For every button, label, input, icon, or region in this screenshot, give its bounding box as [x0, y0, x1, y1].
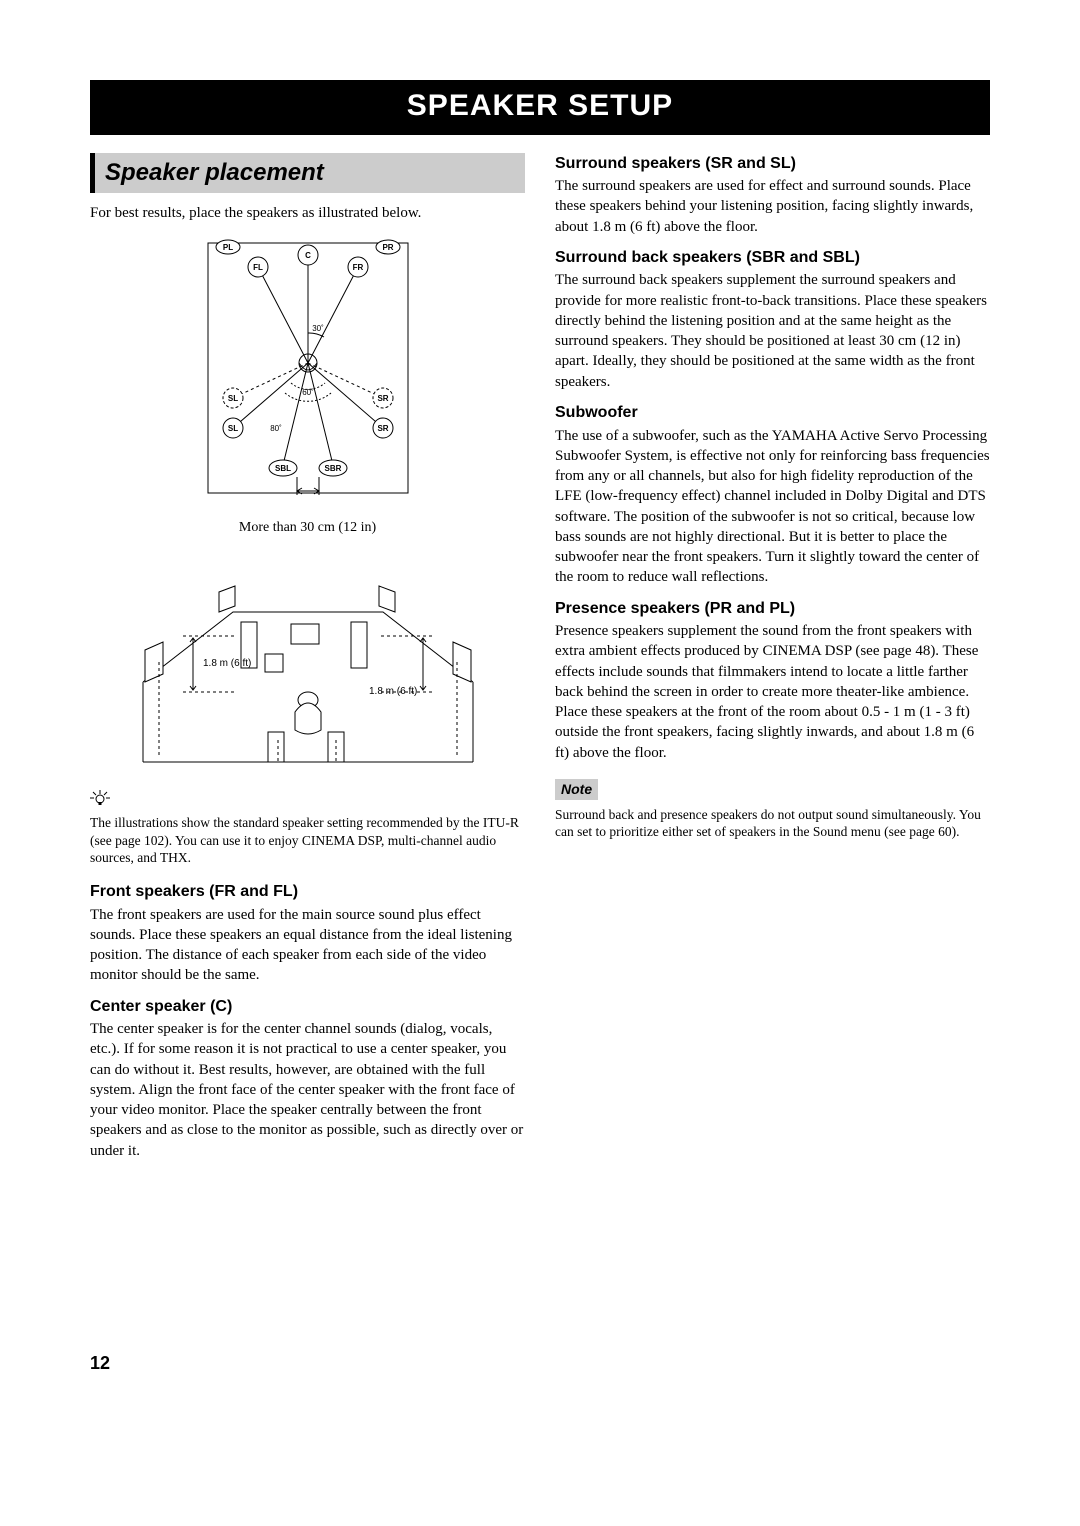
surround-body: The surround speakers are used for effec… [555, 176, 990, 237]
intro-text: For best results, place the speakers as … [90, 203, 525, 223]
label-height-right: 1.8 m (6 ft) [369, 686, 417, 697]
subwoofer-heading: Subwoofer [555, 402, 990, 424]
tip-text: The illustrations show the standard spea… [90, 814, 525, 867]
label-sl1: SL [227, 394, 237, 403]
presence-heading: Presence speakers (PR and PL) [555, 598, 990, 620]
tip-icon [90, 788, 525, 812]
surroundback-heading: Surround back speakers (SBR and SBL) [555, 247, 990, 269]
label-60: 60˚ [302, 388, 314, 397]
label-fl: FL [253, 263, 263, 272]
content-columns: Speaker placement For best results, plac… [90, 153, 990, 1171]
presence-body: Presence speakers supplement the sound f… [555, 621, 990, 763]
speaker-layout-diagram: PL PR C FL FR SL SR SL SR SBL SBR 30˚ 60… [158, 233, 458, 513]
label-sr1: SR [377, 394, 388, 403]
label-sr2: SR [377, 424, 388, 433]
label-30: 30˚ [312, 324, 324, 333]
chapter-title: SPEAKER SETUP [90, 80, 990, 135]
label-80: 80˚ [270, 424, 282, 433]
center-body: The center speaker is for the center cha… [90, 1019, 525, 1161]
label-sbl: SBL [275, 464, 291, 473]
room-perspective-diagram: 1.8 m (6 ft) 1.8 m (6 ft) [123, 562, 493, 782]
section-heading: Speaker placement [90, 153, 525, 193]
center-heading: Center speaker (C) [90, 996, 525, 1018]
diagram1-caption: More than 30 cm (12 in) [90, 519, 525, 538]
front-body: The front speakers are used for the main… [90, 905, 525, 986]
label-sl2: SL [227, 424, 237, 433]
page-number: 12 [90, 1351, 990, 1375]
note-body: Surround back and presence speakers do n… [555, 806, 990, 841]
label-sbr: SBR [324, 464, 341, 473]
label-pl: PL [222, 243, 232, 252]
surround-heading: Surround speakers (SR and SL) [555, 153, 990, 175]
right-column: Surround speakers (SR and SL) The surrou… [555, 153, 990, 1171]
label-fr: FR [352, 263, 363, 272]
front-heading: Front speakers (FR and FL) [90, 881, 525, 903]
left-column: Speaker placement For best results, plac… [90, 153, 525, 1171]
surroundback-body: The surround back speakers supplement th… [555, 270, 990, 392]
note-label: Note [555, 779, 598, 800]
label-c: C [305, 251, 311, 260]
subwoofer-body: The use of a subwoofer, such as the YAMA… [555, 426, 990, 588]
label-pr: PR [382, 243, 393, 252]
label-height-left: 1.8 m (6 ft) [203, 658, 251, 669]
